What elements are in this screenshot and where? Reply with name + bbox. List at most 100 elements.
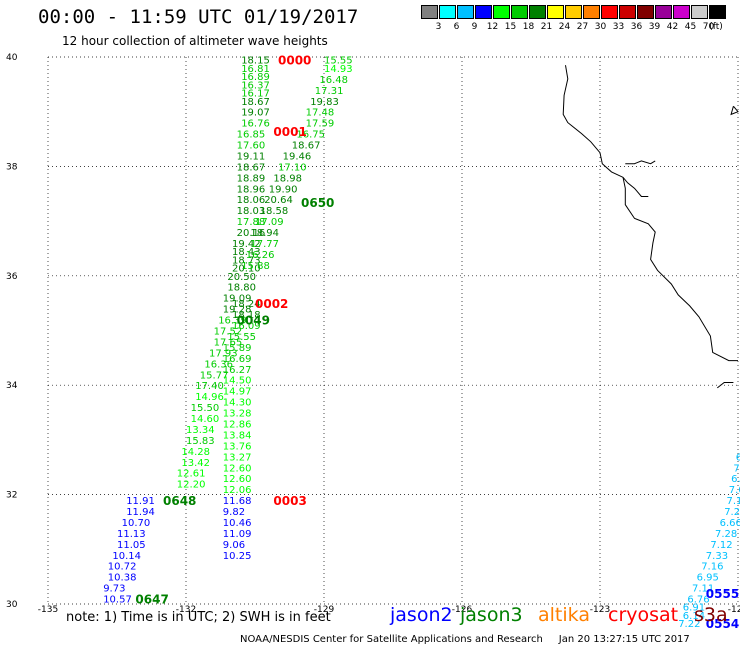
swh-value: 18.80	[227, 283, 256, 294]
lat-tick-label: 34	[6, 381, 18, 391]
swh-value: 7.16	[701, 562, 723, 573]
swh-value: 10.14	[112, 551, 141, 562]
swh-value: 6.91	[683, 603, 705, 614]
swh-value: 14.60	[191, 414, 220, 425]
legend-label: 3	[435, 22, 442, 32]
swh-value: 19.83	[310, 97, 339, 108]
swh-value: 16.75	[296, 130, 325, 141]
time-stamp: 0003	[273, 494, 306, 508]
swh-value: 10.72	[108, 562, 137, 573]
swh-value: 18.24	[232, 299, 261, 310]
axis-ticks: -135 -132 -129 -126 -123 -120 40 38 36 34 32 30	[6, 53, 740, 615]
swh-value: 6.95	[697, 573, 719, 584]
swh-value: 11.05	[117, 540, 146, 551]
swh-value: 14.50	[223, 376, 252, 387]
swh-value: 9.73	[103, 584, 125, 595]
legend-swatch	[547, 5, 564, 19]
swh-value: 20.10	[232, 264, 261, 275]
time-stamp: 0554	[706, 617, 739, 631]
swh-value: 14.30	[223, 398, 252, 409]
lon-tick-label: -132	[176, 605, 196, 615]
swh-value: 11.09	[223, 529, 252, 540]
swh-value: 6.14	[683, 611, 705, 622]
legend-swatch	[511, 5, 528, 19]
coastline	[562, 65, 739, 389]
swh-value: 11.91	[126, 496, 155, 507]
swh-value: 17.88	[237, 217, 266, 228]
swh-value: 10.57	[103, 595, 132, 606]
swh-value: 16.85	[237, 130, 266, 141]
swh-value: 19.46	[283, 151, 312, 162]
coastline-segment	[562, 65, 738, 362]
swh-value: 15.55	[227, 332, 256, 343]
time-stamp: 0002	[255, 297, 288, 311]
swh-value: 18.67	[241, 97, 270, 108]
legend-label: 39	[648, 22, 661, 32]
swh-value: 18.98	[273, 173, 302, 184]
swh-value: 17.65	[214, 337, 243, 348]
swh-value: 17.48	[306, 108, 335, 119]
swh-value: 15.50	[191, 403, 220, 414]
time-stamp: 0555	[706, 587, 739, 601]
lon-tick-label: -135	[38, 605, 58, 615]
legend-swatch	[475, 5, 492, 19]
swh-value: 17.52	[214, 327, 243, 338]
swh-value: 19.07	[241, 108, 270, 119]
swh-value: 17.60	[237, 141, 266, 152]
page-subtitle: 12 hour collection of altimeter wave hei…	[62, 34, 328, 48]
swh-value: 16.76	[241, 119, 270, 130]
coastline-segment	[716, 382, 734, 389]
legend-swatch	[619, 5, 636, 19]
swh-value: 10.46	[223, 518, 252, 529]
swh-value: 6.76	[687, 595, 709, 606]
swh-value: 15.89	[223, 343, 252, 354]
swh-value: 10.38	[108, 573, 137, 584]
swh-value: 17.10	[278, 162, 307, 173]
swh-value: 19.42	[232, 239, 261, 250]
swh-value: 15.77	[200, 370, 229, 381]
lon-tick-label: -123	[590, 605, 610, 615]
swh-value: 20.64	[264, 195, 293, 206]
swh-value: 13.84	[223, 430, 252, 441]
swh-value: 16.26	[246, 250, 275, 261]
lat-tick-label: 30	[6, 600, 18, 610]
legend-label: 42	[666, 22, 679, 32]
swh-value: 13.34	[186, 425, 215, 436]
swh-value: 11.13	[117, 529, 146, 540]
swh-value: 14.28	[181, 447, 210, 458]
legend-swatch	[691, 5, 708, 19]
swh-value: 15.88	[241, 261, 270, 272]
swh-value: 17.77	[250, 239, 279, 250]
legend-label: 6	[453, 22, 460, 32]
legend-label: 15	[504, 22, 517, 32]
swh-value: 12.86	[223, 419, 252, 430]
legend-swatch	[673, 5, 690, 19]
credit-line: NOAA/NESDIS Center for Satellite Applica…	[240, 634, 690, 645]
swh-value: 9.06	[223, 540, 245, 551]
swh-value: 6	[736, 452, 740, 463]
lon-tick-label: -126	[452, 605, 473, 615]
satellite-name: jason2	[390, 604, 453, 626]
swh-value: 6.66	[720, 518, 740, 529]
legend-swatch	[457, 5, 474, 19]
legend-label: 21	[540, 22, 553, 32]
time-stamp: 0000	[278, 54, 311, 68]
swh-value: 19.11	[237, 151, 266, 162]
swh-value: 12.06	[223, 485, 252, 496]
legend-label: 18	[522, 22, 535, 32]
time-stamp: 0647	[135, 593, 168, 607]
footnote: note: 1) Time is in UTC; 2) SWH is in fe…	[66, 610, 331, 625]
swh-value: 7.12	[710, 540, 732, 551]
swh-value: 16.37	[241, 80, 270, 91]
legend-label: 33	[612, 22, 625, 32]
swh-value: 7.11	[692, 584, 714, 595]
legend-unit: (ft)	[709, 22, 723, 32]
swh-value: 17.31	[315, 86, 344, 97]
swh-value: 18.94	[250, 228, 279, 239]
swh-value: 14.97	[223, 387, 252, 398]
graticule	[47, 56, 739, 605]
swh-value: 19.28	[223, 305, 252, 316]
swh-value: 18.58	[260, 206, 289, 217]
legend-label: 30	[594, 22, 607, 32]
legend-swatch	[637, 5, 654, 19]
